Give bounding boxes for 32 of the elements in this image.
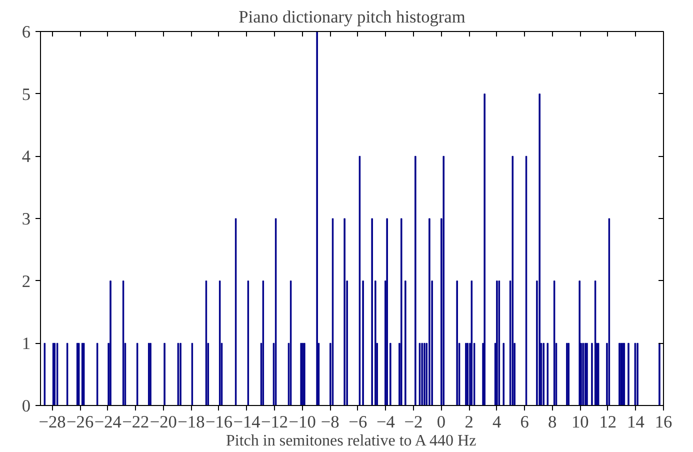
x-tick-label: 12	[599, 412, 617, 432]
x-tick-label: −12	[261, 412, 288, 432]
x-tick-label: 16	[654, 412, 672, 432]
x-axis-title: Pitch in semitones relative to A 440 Hz	[226, 432, 476, 450]
y-tick-label: 0	[22, 396, 31, 416]
y-tick-label: 1	[22, 334, 31, 354]
x-tick-label: 4	[492, 412, 502, 432]
y-tick-label: 5	[22, 84, 31, 104]
y-tick-label: 4	[22, 147, 31, 166]
x-tick-label: −18	[178, 412, 205, 432]
x-tick-label: −2	[404, 412, 423, 432]
x-tick-label: −26	[66, 412, 94, 432]
x-tick-label: −22	[122, 412, 150, 432]
x-tick-label: −10	[288, 412, 316, 432]
x-tick-label: −4	[376, 412, 396, 432]
x-tick-label: −28	[38, 412, 66, 432]
x-tick-label: −6	[348, 412, 368, 432]
y-tick-label: 3	[22, 210, 31, 228]
x-tick-label: 8	[548, 412, 557, 432]
x-tick-label: 6	[520, 412, 530, 432]
x-tick-label: −16	[205, 412, 233, 432]
x-tick-label: 14	[627, 412, 645, 432]
chart-title: Piano dictionary pitch histogram	[238, 8, 466, 26]
x-tick-label: 10	[571, 412, 589, 432]
x-tick-label: −20	[150, 412, 177, 432]
x-tick-label: 0	[436, 412, 446, 432]
y-tick-label: 6	[22, 22, 31, 42]
y-tick-label: 2	[22, 272, 31, 291]
x-tick-label: −24	[94, 412, 122, 432]
x-tick-label: 2	[464, 412, 474, 432]
x-tick-label: −14	[233, 412, 261, 432]
x-tick-label: −8	[320, 412, 340, 432]
